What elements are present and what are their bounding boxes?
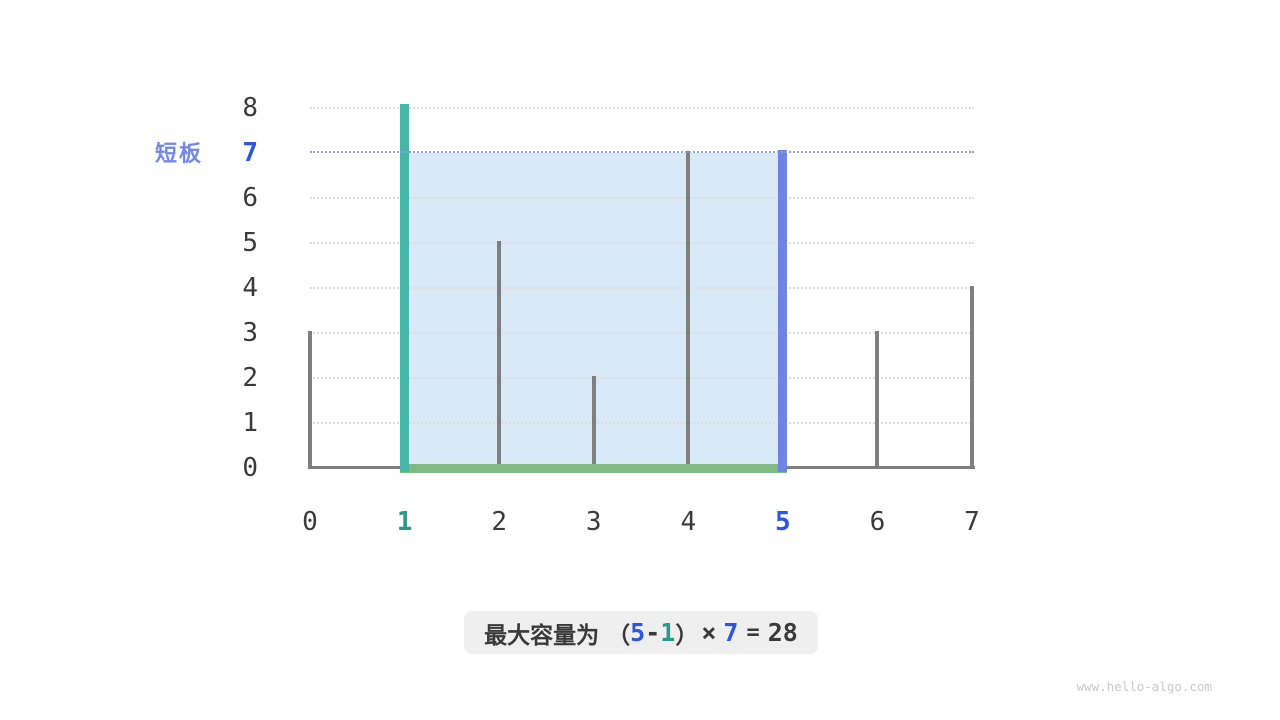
gridline-y [310, 377, 974, 379]
gridline-y [310, 332, 974, 334]
formula-box: 最大容量为 （ 5 - 1 ） × 7 = 28 [464, 611, 818, 654]
gridline-y [310, 287, 974, 289]
gridline-y [310, 197, 974, 199]
x-tick-label: 3 [585, 507, 602, 537]
x-tick-label: 7 [964, 507, 980, 537]
y-tick-label: 6 [242, 183, 258, 213]
y-tick-label: 1 [242, 408, 258, 438]
y-tick-label: 5 [242, 228, 258, 258]
y-tick-label: 8 [242, 93, 258, 123]
range-baseline [400, 464, 788, 473]
x-tick-label: 4 [680, 507, 697, 537]
formula-times: × [701, 618, 717, 647]
y-tick-label: 7 [242, 138, 258, 168]
formula-right-index: 5 [630, 618, 646, 647]
formula-height: 7 [723, 618, 739, 647]
formula-prefix: 最大容量为 [484, 621, 600, 648]
y-tick-label: 2 [242, 363, 258, 393]
bar [308, 331, 312, 469]
right-pointer-bar [778, 150, 788, 472]
x-tick-label: 1 [396, 507, 413, 537]
water-level-line [310, 151, 974, 153]
formula-open-paren: （ [607, 621, 631, 648]
x-tick-label: 5 [775, 507, 791, 537]
x-tick-label: 6 [869, 507, 886, 537]
formula-left-index: 1 [660, 618, 676, 647]
short-board-label: 短板 [155, 141, 204, 166]
y-tick-label: 3 [242, 318, 258, 348]
bar [970, 286, 974, 469]
formula-result: 28 [767, 618, 798, 647]
watermark: www.hello-algo.com [1076, 679, 1212, 694]
formula-close-paren: ） [675, 621, 699, 648]
bar [686, 151, 691, 469]
left-pointer-bar [400, 104, 410, 472]
x-tick-label: 0 [302, 507, 318, 537]
formula-equals: = [746, 620, 760, 645]
bar [591, 376, 596, 469]
gridline-y [310, 107, 974, 109]
gridline-y [310, 242, 974, 244]
y-tick-label: 4 [242, 273, 258, 303]
bar [875, 331, 880, 469]
x-tick-label: 2 [491, 507, 507, 537]
formula-minus: - [645, 618, 661, 647]
gridline-y [310, 422, 974, 424]
y-tick-label: 0 [242, 453, 258, 483]
bar [497, 241, 502, 469]
